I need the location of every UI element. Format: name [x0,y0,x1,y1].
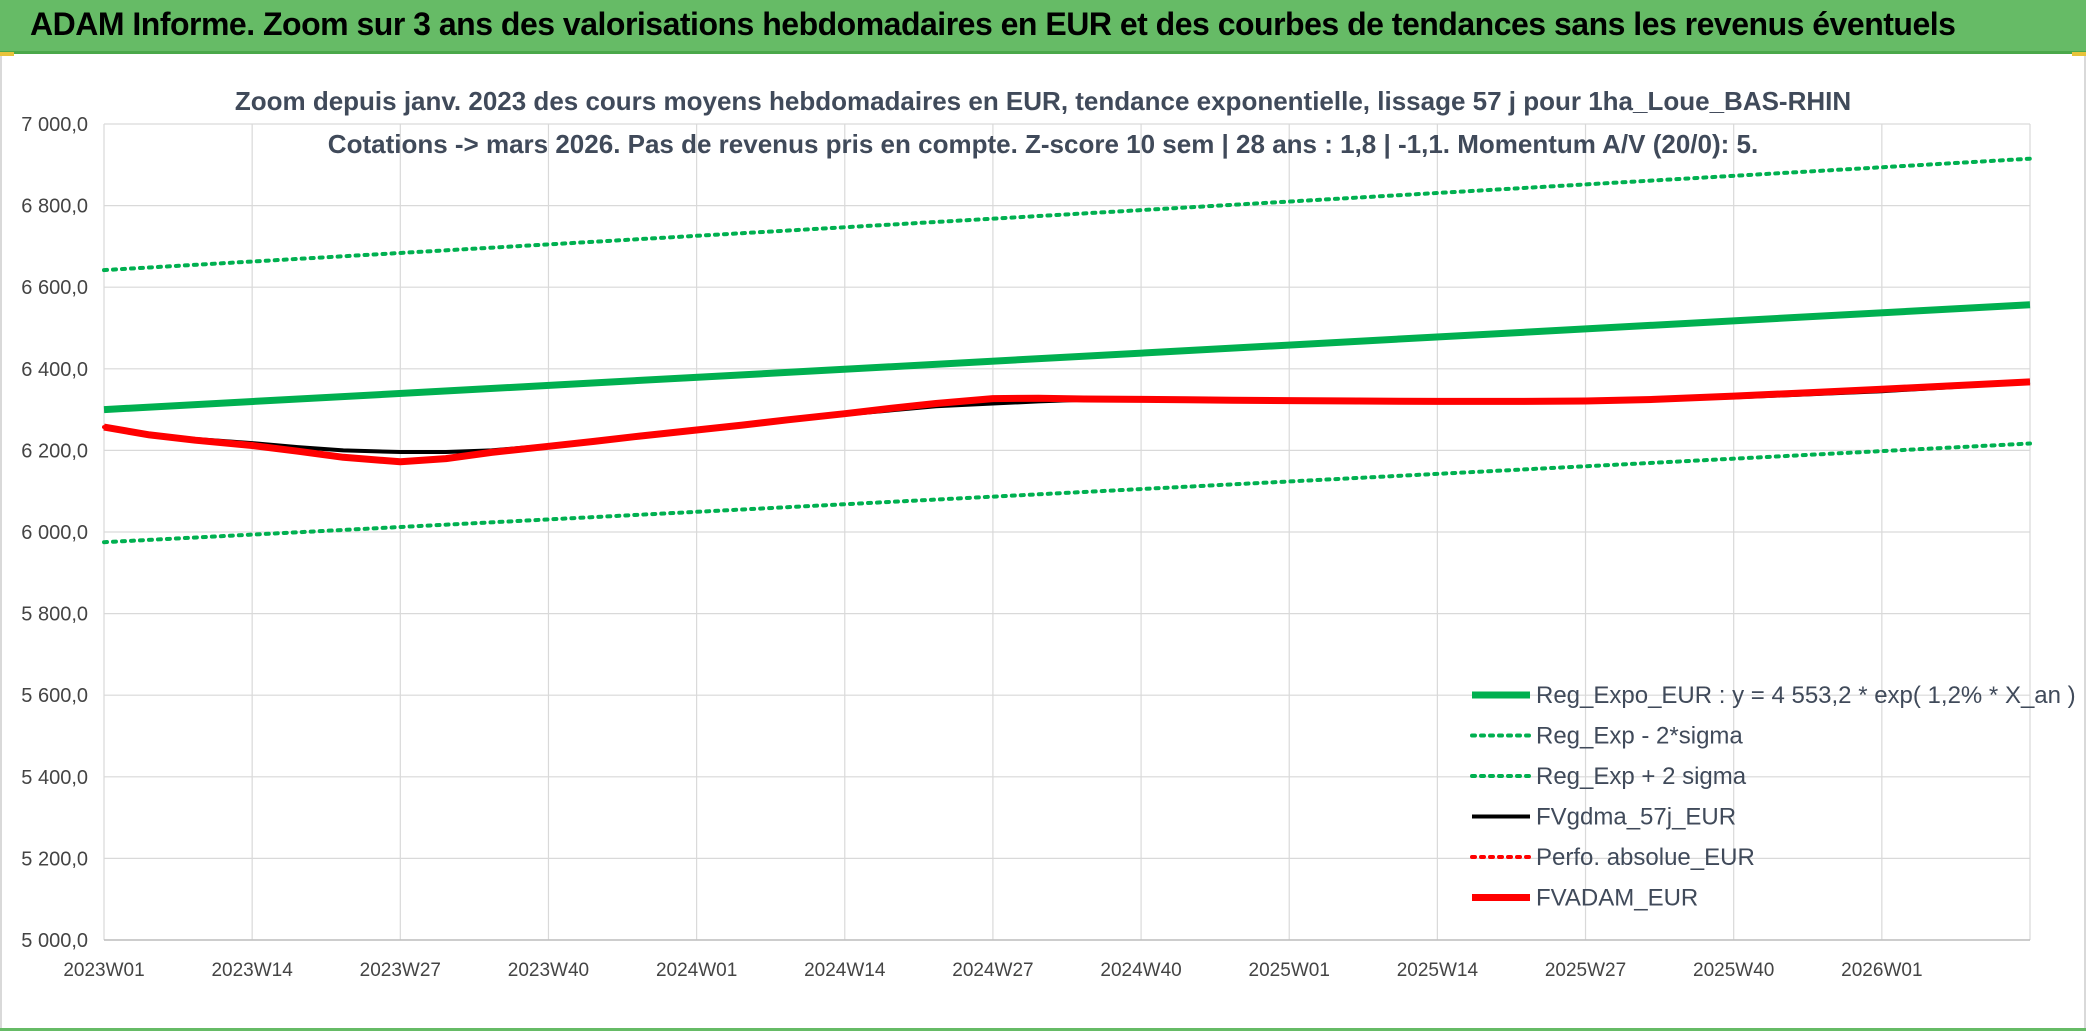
report-title: ADAM Informe. Zoom sur 3 ans des valoris… [30,6,1956,42]
series-line-fvadam-eur [103,378,2031,466]
axes: 7 000,0 6 800,0 6 600,0 6 400,0 6 200,0 6 000… [21,114,2030,981]
x-tick-label: 2023W14 [211,960,293,981]
report-header: ADAM Informe. Zoom sur 3 ans des valoris… [0,0,2086,54]
legend-label: Reg_Expo_EUR : y = 4 553,2 * exp( 1,2% *… [1536,682,2076,709]
legend-label: FVgdma_57j_EUR [1536,804,1736,831]
header-accent-right [2072,52,2086,56]
y-tick-label: 6 000,0 [21,522,88,544]
x-tick-label: 2024W14 [804,960,886,981]
series-line-reg-exp-2-sigma [102,441,2032,545]
series [102,156,2032,545]
x-tick-label: 2025W27 [1545,960,1626,981]
y-tick-label: 6 800,0 [21,196,88,218]
y-tick-label: 5 200,0 [21,848,88,870]
series-line-reg-expo-eur-y-4-553-2-exp-1-2-x-an [103,301,2031,414]
x-tick-label: 2024W01 [656,960,737,981]
chart-title-line-1: Zoom depuis janv. 2023 des cours moyens … [235,86,1851,116]
y-tick-label: 6 400,0 [21,359,88,381]
x-tick-label: 2023W01 [63,960,144,981]
y-tick-label: 6 200,0 [21,440,88,462]
legend-label: Perfo. absolue_EUR [1536,844,1755,871]
chart-title: Zoom depuis janv. 2023 des cours moyens … [235,86,1851,159]
x-tick-label: 2025W40 [1693,960,1774,981]
x-tick-label: 2025W14 [1397,960,1479,981]
x-tick-label: 2024W40 [1100,960,1181,981]
header-accent-left [0,52,14,56]
x-tick-label: 2026W01 [1841,960,1922,981]
y-tick-label: 6 600,0 [21,277,88,299]
y-tick-label: 5 600,0 [21,685,88,707]
x-tick-label: 2025W01 [1249,960,1330,981]
grid [103,123,2031,941]
series-line-reg-exp-2-sigma [102,156,2032,273]
y-tick-label: 5 400,0 [21,767,88,789]
legend: Reg_Expo_EUR : y = 4 553,2 * exp( 1,2% *… [1470,682,2076,912]
legend-label: FVADAM_EUR [1536,885,1698,912]
chart-title-line-2: Cotations -> mars 2026. Pas de revenus p… [328,129,1758,159]
x-tick-label: 2024W27 [952,960,1033,981]
y-tick-label: 7 000,0 [21,114,88,136]
x-tick-label: 2023W40 [508,960,589,981]
legend-label: Reg_Exp - 2*sigma [1536,723,1743,750]
legend-label: Reg_Exp + 2 sigma [1536,763,1747,790]
y-tick-label: 5 800,0 [21,604,88,626]
y-tick-label: 5 000,0 [21,930,88,952]
x-tick-label: 2023W27 [360,960,441,981]
footer-accent [0,1028,2086,1031]
